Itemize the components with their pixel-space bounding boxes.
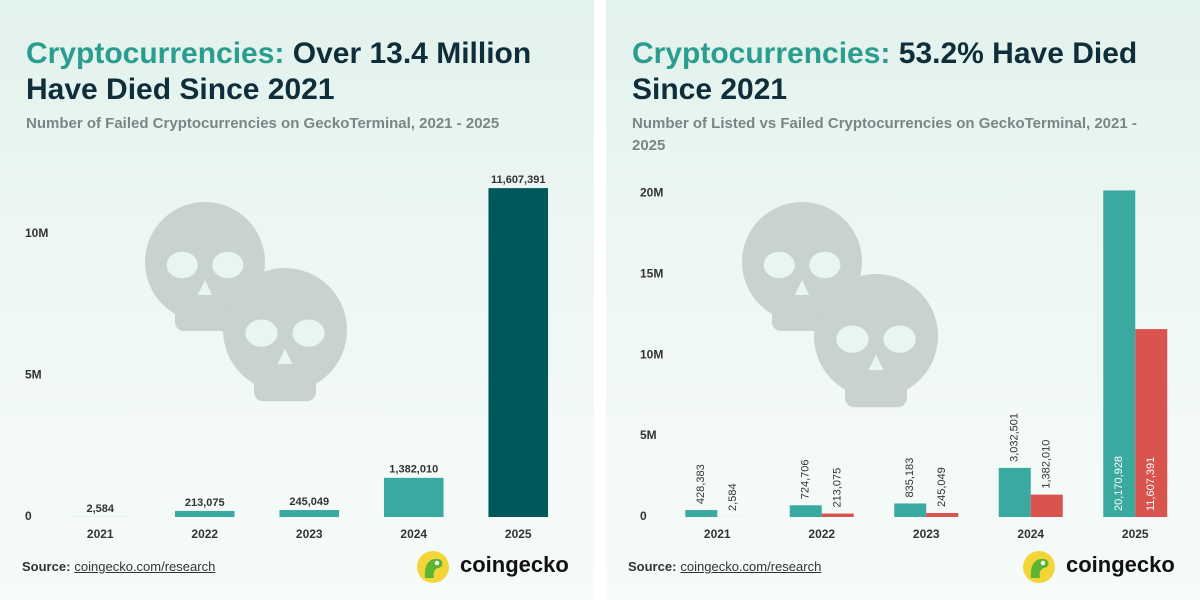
bar bbox=[279, 510, 340, 517]
value-label: 2,584 bbox=[86, 503, 114, 515]
bar bbox=[821, 513, 854, 517]
skull-head bbox=[223, 268, 347, 392]
value-label: 245,049 bbox=[936, 467, 948, 507]
title-text: 53.2% Have Died Since 2021 bbox=[632, 37, 1138, 106]
value-label: 3,032,501 bbox=[1009, 413, 1021, 462]
source-label: Source: bbox=[22, 559, 71, 574]
value-label: 213,075 bbox=[185, 497, 225, 509]
bar bbox=[998, 467, 1031, 517]
source: Source: coingecko.com/research bbox=[22, 559, 215, 574]
chart: 0 5M 10M 2021 2022 2023 2024 2025 2,584 213,075 24… bbox=[25, 174, 549, 541]
skull-eye bbox=[809, 251, 841, 279]
brand-logo bbox=[1023, 551, 1055, 583]
title-highlight: Cryptocurrencies: bbox=[632, 37, 891, 70]
title-text: Over 13.4 Million Have Died Since 2021 bbox=[26, 37, 532, 106]
x-tick-label: 2025 bbox=[505, 527, 532, 541]
source-label: Source: bbox=[628, 559, 677, 574]
skull-nose bbox=[197, 280, 213, 295]
skull-nose bbox=[868, 354, 884, 371]
skull-icon bbox=[223, 268, 347, 402]
value-label: 245,049 bbox=[289, 496, 329, 508]
skull-head bbox=[145, 202, 265, 322]
value-label: 428,383 bbox=[695, 464, 707, 504]
value-label: 11,607,391 bbox=[1145, 457, 1157, 511]
value-label: 2,584 bbox=[727, 483, 739, 511]
value-label: 1,382,010 bbox=[389, 464, 438, 476]
logo-eye bbox=[1040, 560, 1046, 566]
skull-eye bbox=[883, 325, 916, 353]
y-tick-label: 10M bbox=[640, 347, 663, 361]
chart-panel: 0 5M 10M 2021 2022 2023 2024 2025 2,584 213,075 24… bbox=[0, 0, 594, 600]
skull-eye bbox=[245, 319, 278, 347]
bar bbox=[488, 188, 549, 518]
y-tick-label: 0 bbox=[25, 509, 32, 523]
x-tick-label: 2021 bbox=[87, 527, 114, 541]
y-tick-label: 10M bbox=[25, 226, 48, 240]
value-label: 724,706 bbox=[800, 460, 812, 500]
bar bbox=[894, 503, 927, 517]
y-tick-label: 0 bbox=[640, 509, 647, 523]
logo-eye bbox=[434, 560, 440, 566]
chart-subtitle: Number of Listed vs Failed Cryptocurrenc… bbox=[632, 115, 1137, 154]
x-tick-label: 2022 bbox=[191, 527, 218, 541]
skull-jaw bbox=[845, 370, 907, 408]
source-link: coingecko.com/research bbox=[680, 559, 822, 574]
source-link: coingecko.com/research bbox=[74, 559, 216, 574]
x-tick-label: 2025 bbox=[1122, 527, 1149, 541]
brand-name: coingecko bbox=[1066, 552, 1175, 577]
bar bbox=[685, 510, 718, 517]
x-tick-label: 2024 bbox=[1017, 527, 1044, 541]
bar bbox=[1135, 329, 1168, 517]
value-label: 835,183 bbox=[904, 458, 916, 498]
bar bbox=[1103, 190, 1136, 517]
x-tick-label: 2021 bbox=[704, 527, 731, 541]
brand-name: coingecko bbox=[460, 552, 569, 577]
skull-eye bbox=[166, 251, 198, 279]
skull-icon bbox=[145, 202, 265, 331]
skull-jaw bbox=[175, 295, 235, 331]
value-label: 20,170,928 bbox=[1113, 456, 1125, 511]
skull-icon bbox=[814, 274, 938, 408]
skull-nose bbox=[277, 348, 293, 365]
skull-eye bbox=[836, 325, 869, 353]
title-highlight: Cryptocurrencies: bbox=[26, 37, 285, 70]
chart-subtitle: Number of Failed Cryptocurrencies on Gec… bbox=[26, 115, 500, 132]
source: Source: coingecko.com/research bbox=[628, 559, 821, 574]
skull-head bbox=[742, 202, 862, 322]
chart-title: Cryptocurrencies: Over 13.4 Million Have… bbox=[26, 36, 576, 108]
skull-eye bbox=[763, 251, 795, 279]
x-tick-label: 2024 bbox=[400, 527, 427, 541]
bar bbox=[789, 505, 822, 517]
chart-panel: 0 5M 10M 15M 20M 2021 2022 2023 2024 2025 428,383 7… bbox=[606, 0, 1200, 600]
x-tick-label: 2022 bbox=[808, 527, 835, 541]
x-tick-label: 2023 bbox=[296, 527, 323, 541]
brand-logo bbox=[417, 551, 449, 583]
y-tick-label: 5M bbox=[640, 428, 657, 442]
value-label: 1,382,010 bbox=[1041, 440, 1053, 489]
bar bbox=[1030, 494, 1063, 517]
bar bbox=[383, 477, 444, 517]
skull-eye bbox=[212, 251, 244, 279]
skull-head bbox=[814, 274, 938, 398]
chart-title: Cryptocurrencies: 53.2% Have Died Since … bbox=[632, 36, 1182, 108]
x-tick-label: 2023 bbox=[913, 527, 940, 541]
y-tick-label: 5M bbox=[25, 368, 42, 382]
skull-nose bbox=[794, 280, 810, 295]
chart: 0 5M 10M 15M 20M 2021 2022 2023 2024 2025 428,383 7… bbox=[640, 185, 1168, 541]
bar bbox=[174, 510, 235, 517]
bar bbox=[926, 513, 959, 517]
value-label: 11,607,391 bbox=[491, 174, 545, 186]
skull-eye bbox=[292, 319, 325, 347]
y-tick-label: 15M bbox=[640, 266, 663, 280]
value-label: 213,075 bbox=[832, 468, 844, 508]
y-tick-label: 20M bbox=[640, 185, 663, 199]
skull-jaw bbox=[254, 364, 316, 402]
